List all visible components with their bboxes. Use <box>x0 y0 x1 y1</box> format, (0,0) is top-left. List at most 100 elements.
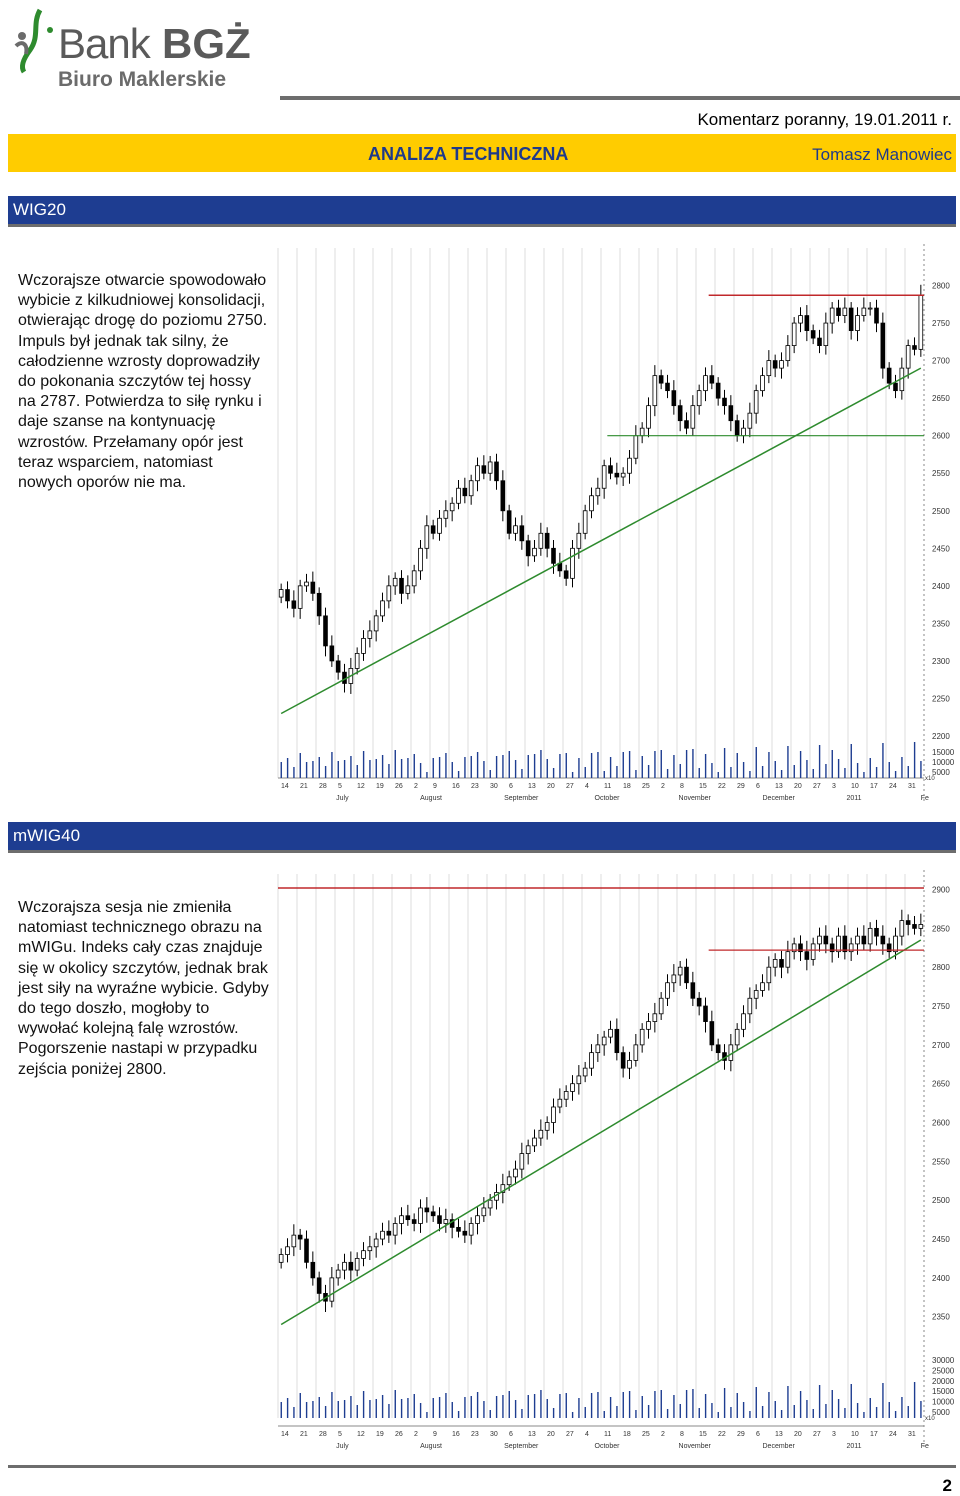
volume-bar <box>685 750 688 778</box>
volume-bar <box>698 768 700 778</box>
volume-bar <box>628 751 631 778</box>
candle-body <box>329 1277 335 1302</box>
volume-bar <box>844 1408 846 1418</box>
candle-body <box>576 1075 582 1085</box>
volume-bar <box>913 1382 916 1418</box>
x-tick-label: 31 <box>908 783 916 790</box>
volume-bar <box>654 1391 656 1418</box>
volume-bar <box>559 1394 561 1418</box>
candle-body <box>456 487 461 504</box>
candle-body <box>386 1230 392 1236</box>
x-tick-label: 27 <box>566 783 574 790</box>
x-tick-label: 4 <box>585 1431 589 1438</box>
volume-bar <box>293 1407 295 1418</box>
volume-bar <box>901 757 903 778</box>
volume-bar <box>451 1402 453 1418</box>
wig20-chart: 14 21 28 5 12 19 26 2 9 16 23 30 6 13 20 27 4 11 18 25 2 8 15 2… <box>277 244 955 802</box>
volume-bar <box>888 762 890 778</box>
candle-body <box>918 294 924 350</box>
x-month-label: August <box>420 1443 442 1450</box>
candle-body <box>361 637 366 654</box>
candle-body <box>576 532 582 549</box>
volume-bar <box>527 1395 529 1418</box>
volume-bar <box>673 755 675 778</box>
candle-body <box>285 589 290 602</box>
volume-bar <box>780 1410 783 1418</box>
x-tick-label: 6 <box>509 1431 513 1438</box>
candle-body <box>500 480 506 512</box>
candle-body <box>570 1083 575 1092</box>
candle-body <box>823 935 829 945</box>
volume-bar <box>882 1383 884 1418</box>
x-tick-label: 25 <box>642 1431 650 1438</box>
candle-body <box>905 345 911 369</box>
volume-tick-label: 10000 <box>932 1398 955 1407</box>
volume-bar <box>793 765 795 778</box>
y-tick-label: 2250 <box>932 694 950 703</box>
volume-bar <box>597 752 599 778</box>
x-tick-label: 23 <box>471 1431 479 1438</box>
x-tick-label: 21 <box>300 783 308 790</box>
volume-bar <box>825 1404 827 1418</box>
candle-body <box>652 1013 658 1022</box>
x-tick-label: 4 <box>585 783 589 790</box>
candle-body <box>893 382 898 392</box>
y-tick-label: 2350 <box>932 619 950 628</box>
x-tick-label: 6 <box>756 1431 760 1438</box>
volume-bar <box>647 765 650 778</box>
candle-body <box>437 1215 442 1224</box>
volume-bar <box>742 1402 745 1418</box>
volume-bar <box>280 1402 282 1418</box>
candle-body <box>836 935 841 953</box>
x-tick-label: 14 <box>281 1431 289 1438</box>
candle-body <box>709 375 715 384</box>
report-date: Komentarz poranny, 19.01.2011 r. <box>697 110 952 129</box>
candle-body <box>614 472 620 478</box>
candle-body <box>316 1277 322 1294</box>
candle-body <box>411 1219 417 1224</box>
candle-body <box>665 382 670 392</box>
candle-body <box>893 935 898 953</box>
x-tick-label: 5 <box>338 1431 342 1438</box>
x-tick-label: 18 <box>623 1431 631 1438</box>
candle-body <box>646 1021 651 1030</box>
candle-body <box>798 315 803 324</box>
candle-body <box>532 1137 537 1147</box>
volume-bar <box>850 744 852 778</box>
candle-body <box>291 600 297 609</box>
candle-body <box>443 510 449 519</box>
volume-bar <box>660 750 662 778</box>
candle-body <box>696 390 702 407</box>
y-tick-label: 2300 <box>932 657 950 666</box>
candle-body <box>671 974 677 984</box>
candle-body <box>722 397 727 407</box>
y-tick-label: 2400 <box>932 582 950 591</box>
volume-bar <box>514 760 517 778</box>
x-month-label: July <box>336 1443 349 1450</box>
candle-body <box>842 935 848 953</box>
volume-bar <box>736 753 738 778</box>
volume-bar <box>603 771 605 778</box>
y-tick-label: 2400 <box>932 1274 950 1283</box>
candle-body <box>386 585 392 602</box>
volume-bar <box>875 1407 878 1418</box>
candle-body <box>335 1269 341 1279</box>
candle-body <box>532 547 537 557</box>
candle-body <box>734 420 740 437</box>
candle-body <box>544 532 550 549</box>
volume-bar <box>768 752 770 778</box>
volume-bar <box>711 1403 713 1418</box>
candle-body <box>785 345 791 362</box>
y-tick-label: 2450 <box>932 544 950 553</box>
volume-bar <box>331 1392 333 1418</box>
volume-bar <box>578 1398 580 1418</box>
volume-bar <box>812 1409 814 1418</box>
volume-bar <box>780 770 783 778</box>
volume-bar <box>742 762 745 778</box>
volume-bar <box>356 765 358 778</box>
candle-body <box>601 1036 607 1046</box>
candle-body <box>665 982 670 999</box>
candle-body <box>399 1215 404 1224</box>
volume-bar <box>704 754 707 778</box>
x-tick-label: 17 <box>870 1431 878 1438</box>
